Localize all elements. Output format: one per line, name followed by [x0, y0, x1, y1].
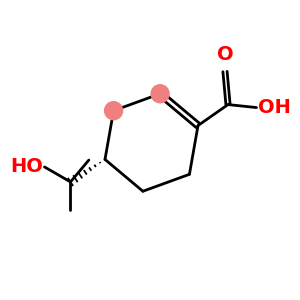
Circle shape — [151, 85, 169, 103]
Text: O: O — [217, 45, 233, 64]
Circle shape — [105, 102, 123, 120]
Text: OH: OH — [258, 98, 291, 117]
Text: HO: HO — [10, 158, 43, 176]
